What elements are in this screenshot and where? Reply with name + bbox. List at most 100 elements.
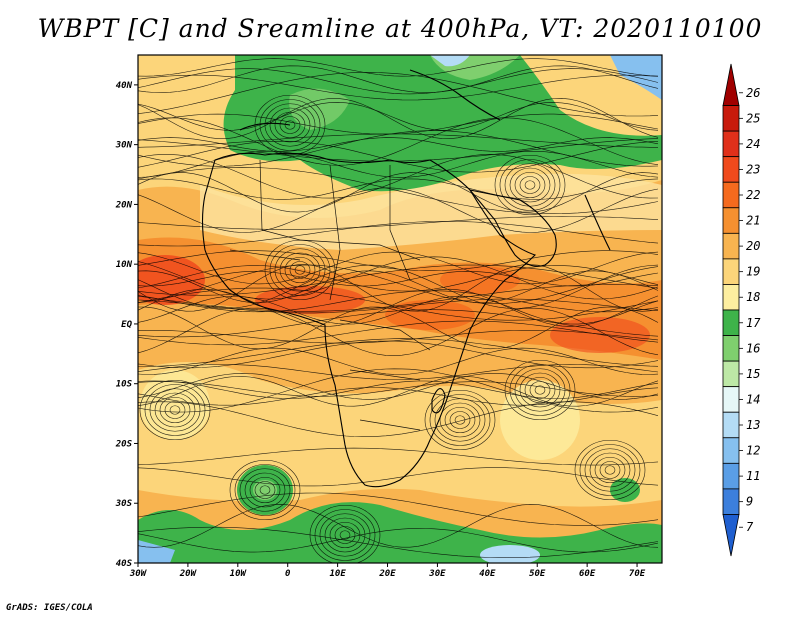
streamline-vortex: [579, 444, 641, 496]
colorbar-label: 23: [746, 162, 760, 176]
colorbar-swatch: [722, 232, 740, 260]
colorbar-label: 12: [746, 444, 760, 458]
lat-tick-label: 30N: [115, 141, 133, 151]
field-green-north: [223, 55, 662, 192]
field-band-equator: [138, 237, 662, 360]
colorbar-swatch: [722, 335, 740, 362]
streamlines: [138, 58, 659, 563]
streamline: [138, 133, 658, 148]
streamline: [138, 287, 659, 321]
streamline: [138, 467, 659, 487]
streamline-vortex: [259, 485, 271, 495]
lon-tick-label: 60E: [579, 569, 596, 579]
streamline: [138, 270, 659, 287]
streamline: [138, 376, 659, 407]
lat-tick-label: 20N: [115, 200, 133, 210]
streamline-vortex: [574, 439, 646, 501]
streamline-vortex: [594, 456, 626, 484]
colorbar-swatch: [722, 156, 740, 183]
lon-tick-label: 10E: [329, 569, 346, 579]
colorbar-swatch: [722, 207, 740, 234]
streamline-vortex: [314, 509, 376, 561]
streamline-vortex: [329, 521, 361, 549]
streamline: [138, 216, 659, 230]
streamline: [138, 492, 659, 526]
streamline: [138, 187, 659, 233]
streamline: [138, 526, 659, 559]
streamline-vortex: [244, 472, 286, 508]
streamline: [138, 401, 659, 437]
colorbar-label: 20: [746, 239, 760, 253]
streamline-vortex: [309, 504, 381, 563]
colorbar-label: 19: [746, 265, 760, 279]
colorbar-label: 11: [746, 469, 760, 483]
streamline: [138, 166, 659, 214]
streamline-vortex: [509, 167, 551, 203]
streamline: [138, 65, 659, 93]
streamline: [138, 270, 659, 304]
streamline-vortex: [434, 398, 486, 442]
colorbar-label: 14: [746, 392, 760, 406]
streamline: [138, 504, 659, 548]
streamline-vortex: [229, 459, 301, 521]
streamline: [138, 528, 659, 553]
streamline: [138, 71, 659, 117]
streamline: [138, 307, 659, 357]
lat-tick-label: 40S: [116, 559, 133, 569]
streamline: [138, 338, 659, 367]
latitude-axis: 40N 30N 20N 10N EQ 10S 20S 30S 40S: [115, 81, 138, 569]
streamline-vortex: [504, 359, 576, 421]
streamline-vortex: [524, 376, 556, 404]
streamline-vortex: [589, 452, 631, 488]
streamline: [138, 298, 659, 314]
streamline-vortex: [289, 261, 311, 279]
streamline: [138, 97, 659, 140]
streamline: [138, 380, 659, 399]
colorbar-label: 9: [746, 495, 753, 509]
lon-tick-label: 50E: [529, 569, 546, 579]
lon-tick-label: 70E: [629, 569, 646, 579]
colorbar-swatch: [722, 386, 740, 413]
streamline: [138, 347, 659, 375]
colorbar-swatch: [722, 284, 740, 311]
wbpt-field: [138, 55, 662, 563]
streamline-vortex: [284, 256, 316, 284]
streamline-vortex: [269, 244, 331, 296]
streamline-vortex: [259, 99, 321, 151]
streamline: [138, 368, 659, 413]
streamline-vortex: [454, 415, 466, 425]
streamline-vortex: [429, 394, 491, 446]
colorbar-swatch: [722, 258, 740, 285]
streamline-vortex: [514, 171, 546, 199]
streamline-vortex: [584, 448, 636, 492]
streamline: [138, 381, 659, 397]
streamline: [138, 250, 659, 271]
streamline: [138, 387, 659, 406]
streamline-vortex: [269, 107, 311, 143]
streamline-vortex: [519, 372, 561, 408]
streamline-vortex: [284, 120, 296, 130]
streamline-vortex: [149, 388, 201, 432]
lat-tick-label: 10S: [116, 380, 133, 390]
streamline-vortex: [139, 379, 211, 441]
streamline: [138, 251, 659, 285]
coastlines: [201, 69, 611, 488]
streamline: [138, 172, 659, 213]
colorbar-label: 22: [746, 188, 760, 202]
streamline: [138, 372, 659, 400]
streamline-vortex: [159, 396, 191, 424]
streamline: [138, 58, 659, 77]
streamline-vortex: [264, 103, 316, 147]
streamline-vortex: [254, 481, 276, 499]
lon-tick-label: 10W: [230, 569, 248, 579]
colorbar-swatch: [722, 437, 740, 464]
lat-tick-label: 10N: [116, 260, 133, 270]
streamline: [138, 447, 659, 466]
chart-title: WBPT [C] and Sreamline at 400hPa, VT: 20…: [37, 14, 763, 43]
colorbar-label: 13: [746, 418, 760, 432]
streamline-vortex: [514, 368, 566, 412]
colorbar-label: 21: [746, 214, 760, 228]
streamline: [138, 265, 659, 292]
streamline-vortex: [279, 252, 321, 288]
colorbar-swatch: [722, 514, 740, 557]
